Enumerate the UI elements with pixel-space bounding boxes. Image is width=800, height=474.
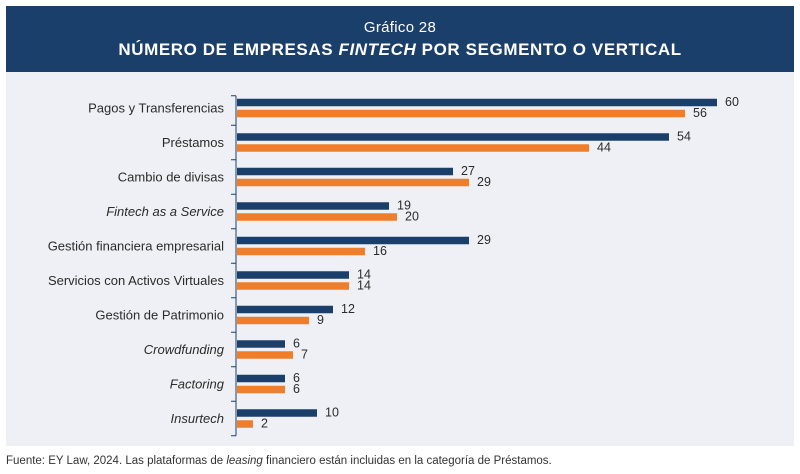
bar-series-1 [237,202,389,210]
bar-series-1 [237,305,333,314]
chart-title: NÚMERO DE EMPRESAS FINTECH POR SEGMENTO … [6,40,794,60]
category-label: Insurtech [171,411,224,426]
category-label: Fintech as a Service [106,204,224,219]
bar-series-2 [237,109,685,118]
source-note-part-2: financiero están incluidas en la categor… [262,455,552,467]
data-label-series-2: 29 [477,175,491,189]
source-note: Fuente: EY Law, 2024. Las plataformas de… [6,455,552,467]
bar-series-1 [237,374,285,383]
category-label: Cambio de divisas [118,170,225,185]
data-label-series-1: 29 [477,233,491,247]
chart-title-part-2: POR SEGMENTO O VERTICAL [416,40,682,59]
data-label-series-1: 10 [325,405,339,419]
data-label-series-1: 14 [357,267,371,281]
bar-series-1 [237,167,453,176]
category-label: Pagos y Transferencias [88,101,224,116]
data-label-series-1: 12 [341,302,355,316]
bar-series-2 [237,282,349,290]
data-label-series-2: 14 [357,278,371,292]
bar-series-2 [237,213,397,221]
chart-title-part-1: NÚMERO DE EMPRESAS [118,40,339,59]
data-label-series-1: 6 [293,336,300,350]
chart-title-italic: FINTECH [338,40,417,59]
bar-series-1 [237,340,285,348]
data-label-series-2: 6 [293,382,300,396]
data-label-series-2: 9 [317,313,324,327]
source-note-italic: leasing [226,455,263,467]
data-label-series-2: 44 [597,140,611,154]
data-label-series-2: 7 [301,347,308,361]
category-label: Factoring [170,377,225,392]
source-note-part-1: Fuente: EY Law, 2024. Las plataformas de [6,455,227,467]
category-label: Crowdfunding [144,342,225,357]
data-label-series-2: 20 [405,209,419,223]
data-label-series-2: 2 [261,416,268,430]
data-label-series-2: 56 [693,106,707,120]
data-label-series-1: 60 [725,95,739,109]
data-label-series-1: 19 [397,198,411,212]
category-label: Gestión financiera empresarial [48,239,224,254]
bar-series-2 [237,316,309,325]
data-label-series-1: 6 [293,371,300,385]
bar-series-1 [237,409,317,417]
chart-number: Gráfico 28 [363,19,437,36]
bar-series-2 [237,247,365,256]
category-label: Gestión de Patrimonio [95,308,224,323]
category-label: Servicios con Activos Virtuales [48,273,225,288]
bar-series-1 [237,236,469,245]
category-label: Préstamos [162,135,225,150]
chart-header: Gráfico 28 NÚMERO DE EMPRESAS FINTECH PO… [6,6,794,72]
data-label-series-1: 27 [461,164,475,178]
chart-panel: Pagos y Transferencias 60 56 Préstamos 54 44 C… [6,72,794,446]
data-label-series-1: 54 [677,129,691,143]
bar-chart: Pagos y Transferencias 60 56 Préstamos 54 44 C… [48,95,739,437]
data-label-series-2: 16 [373,244,387,258]
bar-series-2 [237,351,293,359]
bar-series-2 [237,178,469,187]
bar-series-2 [237,144,589,152]
bar-series-2 [237,385,285,394]
bar-series-1 [237,98,717,107]
bar-series-1 [237,133,669,141]
bar-series-1 [237,271,349,279]
bar-series-2 [237,420,253,428]
